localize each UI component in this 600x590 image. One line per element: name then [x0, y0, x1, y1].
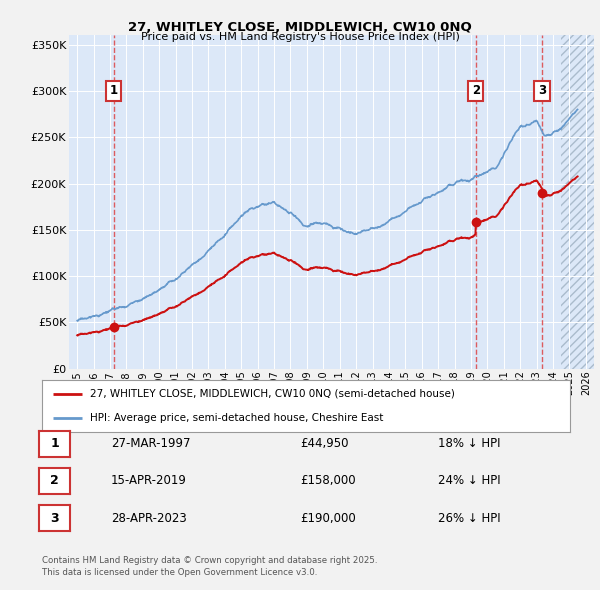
Text: Contains HM Land Registry data © Crown copyright and database right 2025.
This d: Contains HM Land Registry data © Crown c… — [42, 556, 377, 576]
Text: 28-APR-2023: 28-APR-2023 — [111, 512, 187, 525]
Text: Price paid vs. HM Land Registry's House Price Index (HPI): Price paid vs. HM Land Registry's House … — [140, 32, 460, 42]
Text: 1: 1 — [110, 84, 118, 97]
Text: 27-MAR-1997: 27-MAR-1997 — [111, 437, 191, 450]
Bar — [561, 35, 594, 369]
Text: 15-APR-2019: 15-APR-2019 — [111, 474, 187, 487]
Text: 3: 3 — [50, 512, 59, 525]
Text: 27, WHITLEY CLOSE, MIDDLEWICH, CW10 0NQ: 27, WHITLEY CLOSE, MIDDLEWICH, CW10 0NQ — [128, 21, 472, 34]
Text: £190,000: £190,000 — [300, 512, 356, 525]
Text: 24% ↓ HPI: 24% ↓ HPI — [438, 474, 500, 487]
Text: £158,000: £158,000 — [300, 474, 356, 487]
Text: HPI: Average price, semi-detached house, Cheshire East: HPI: Average price, semi-detached house,… — [89, 413, 383, 423]
Text: 27, WHITLEY CLOSE, MIDDLEWICH, CW10 0NQ (semi-detached house): 27, WHITLEY CLOSE, MIDDLEWICH, CW10 0NQ … — [89, 389, 454, 399]
Text: 2: 2 — [50, 474, 59, 487]
Text: £44,950: £44,950 — [300, 437, 349, 450]
Text: 2: 2 — [472, 84, 480, 97]
Text: 3: 3 — [538, 84, 546, 97]
Text: 18% ↓ HPI: 18% ↓ HPI — [438, 437, 500, 450]
Text: 26% ↓ HPI: 26% ↓ HPI — [438, 512, 500, 525]
Text: 1: 1 — [50, 437, 59, 450]
